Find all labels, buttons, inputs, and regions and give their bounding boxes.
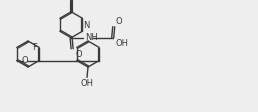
Text: OH: OH [80, 79, 93, 88]
Text: O: O [75, 50, 82, 59]
Text: NH: NH [85, 33, 98, 42]
Text: OH: OH [116, 39, 129, 48]
Text: N: N [83, 21, 90, 30]
Text: F: F [33, 43, 37, 52]
Text: O: O [116, 17, 122, 26]
Text: O: O [21, 56, 28, 65]
